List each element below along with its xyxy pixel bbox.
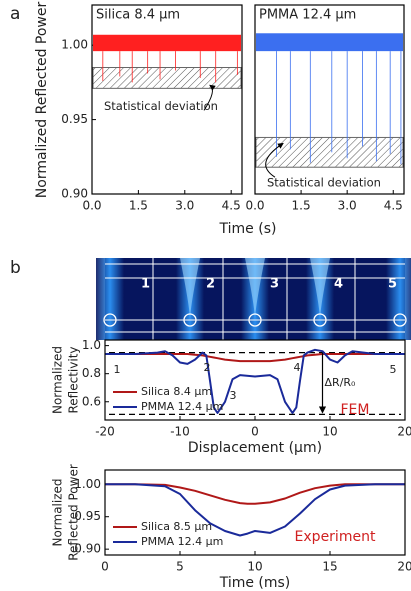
position-label: 5	[388, 277, 397, 292]
x-axis-label: Time (ms)	[219, 575, 291, 591]
y-axis-label: Normalized	[51, 346, 65, 414]
particle	[248, 313, 262, 327]
annotation: Statistical deviation	[104, 99, 218, 113]
annotation: 3	[230, 389, 237, 402]
x-tick-label: 1.5	[292, 199, 311, 213]
noise-band	[93, 34, 241, 52]
y-tick-label: 1.00	[74, 477, 101, 491]
panel-label: a	[10, 4, 20, 24]
plot-frame	[254, 4, 405, 195]
x-tick-label: 0.0	[245, 199, 264, 213]
x-axis-label: Time (s)	[219, 221, 277, 237]
field-beam	[310, 258, 330, 320]
series-line	[105, 353, 405, 363]
x-tick-label: 4.5	[222, 199, 241, 213]
y-tick-label: 1.0	[82, 338, 101, 352]
x-tick-label: 1.5	[129, 199, 148, 213]
x-tick-label: 15	[322, 560, 337, 574]
field-beam	[245, 258, 265, 320]
y-axis-label: Normalized Reflected Power	[34, 2, 50, 199]
legend-label: PMMA 12.4 μm	[141, 400, 223, 413]
y-axis-label: Reflectivity	[67, 346, 81, 413]
particle	[183, 313, 197, 327]
annotation: 1	[114, 363, 121, 376]
annotation: 4	[294, 361, 301, 374]
legend-label: PMMA 12.4 μm	[141, 535, 223, 548]
y-tick-label: 0.8	[82, 366, 101, 380]
x-tick-label: -20	[95, 425, 115, 439]
field-stripe	[386, 258, 411, 340]
position-label: 2	[206, 277, 215, 292]
x-tick-label: -10	[170, 425, 190, 439]
y-tick-label: 0.6	[82, 394, 101, 408]
plot-frame	[91, 4, 243, 195]
annotation: FEM	[341, 402, 370, 418]
series-line	[105, 483, 405, 537]
annotation: Experiment	[295, 529, 376, 545]
panel-label: b	[10, 258, 21, 278]
y-tick-label: 0.95	[74, 509, 101, 523]
position-label: 1	[141, 277, 150, 292]
panel-title: Silica 8.4 μm	[96, 8, 180, 23]
series-line	[105, 348, 405, 414]
particle	[103, 313, 117, 327]
plot-frame	[104, 469, 406, 556]
x-tick-label: 20	[397, 560, 411, 574]
noise-band	[256, 33, 403, 52]
y-tick-label: 0.95	[61, 112, 88, 126]
title-box	[93, 6, 179, 23]
statistical-deviation	[92, 67, 242, 89]
y-tick-label: 1.00	[61, 38, 88, 52]
statistical-deviation	[255, 136, 404, 168]
annotation-arrow	[203, 84, 216, 111]
x-tick-label: 0	[251, 425, 259, 439]
x-tick-label: 0	[101, 560, 109, 574]
x-tick-label: 10	[247, 560, 262, 574]
x-tick-label: 5	[176, 560, 184, 574]
particle	[313, 313, 327, 327]
field-stripe	[96, 258, 124, 340]
plot-frame	[104, 339, 406, 421]
x-tick-label: 10	[322, 425, 337, 439]
x-tick-label: 0.0	[82, 199, 101, 213]
x-tick-label: 3.0	[338, 199, 357, 213]
y-tick-label: 0.90	[74, 542, 101, 556]
x-tick-label: 20	[397, 425, 411, 439]
field-beam	[180, 258, 200, 320]
annotation: ΔR/R₀	[325, 376, 357, 389]
series-line	[105, 483, 405, 505]
position-label: 3	[270, 277, 279, 292]
y-axis-label: Reflected Power	[67, 464, 81, 561]
panel-title: PMMA 12.4 μm	[259, 8, 356, 23]
y-axis-label: Normalized	[51, 478, 65, 546]
title-box	[256, 6, 342, 23]
position-label: 4	[334, 277, 343, 292]
x-axis-label: Displacement (μm)	[188, 440, 322, 456]
legend-label: Silica 8.4 μm	[141, 385, 212, 398]
legend-label: Silica 8.5 μm	[141, 520, 212, 533]
annotation: Statistical deviation	[267, 176, 381, 190]
annotation: 5	[390, 363, 397, 376]
x-tick-label: 4.5	[384, 199, 403, 213]
annotation: 2	[204, 361, 211, 374]
annotation-arrow	[265, 142, 284, 178]
x-tick-label: 3.0	[175, 199, 194, 213]
y-tick-label: 0.90	[61, 187, 88, 201]
particle	[393, 313, 407, 327]
